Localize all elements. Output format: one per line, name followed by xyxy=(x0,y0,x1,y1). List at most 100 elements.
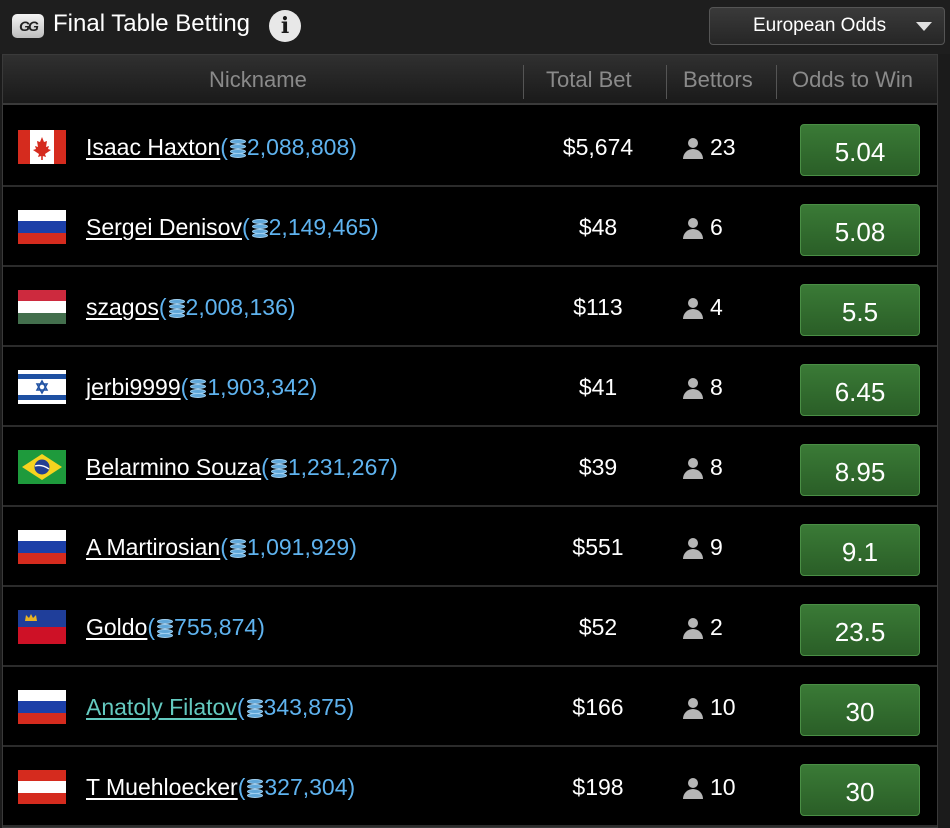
bettors-value: 8 xyxy=(710,374,723,400)
column-nickname[interactable]: Nickname xyxy=(209,67,307,92)
table-header: Nickname Total Bet Bettors Odds to Win xyxy=(3,55,937,105)
chip-count: (327,304) xyxy=(237,774,356,800)
player-name-link[interactable]: Belarmino Souza xyxy=(86,454,262,480)
table-row: Goldo(755,874) $52 2 23.5 xyxy=(3,587,937,667)
chip-count: (343,875) xyxy=(236,694,355,720)
odds-button[interactable]: 5.5 xyxy=(800,284,920,336)
chip-count-value: 343,875 xyxy=(263,694,347,720)
brazil-flag-icon xyxy=(18,450,66,484)
person-icon xyxy=(682,137,704,159)
player-name-link[interactable]: Sergei Denisov xyxy=(86,214,242,240)
total-bet: $52 xyxy=(578,614,618,640)
total-bet: $48 xyxy=(578,214,618,240)
player-name-link[interactable]: Anatoly Filatov xyxy=(86,694,237,720)
chip-count-value: 2,149,465 xyxy=(268,214,371,240)
russia-flag-icon xyxy=(18,210,66,244)
person-icon xyxy=(682,217,704,239)
total-bet: $5,674 xyxy=(562,134,634,160)
table-row: Isaac Haxton(2,088,808) $5,674 23 5.04 xyxy=(3,107,937,187)
total-bet: $41 xyxy=(578,374,618,400)
person-icon xyxy=(682,377,704,399)
chip-count-value: 1,231,267 xyxy=(287,454,391,480)
player-name-link[interactable]: T Muehloecker xyxy=(86,774,238,800)
player-cell: Belarmino Souza(1,231,267) xyxy=(86,454,398,481)
column-odds[interactable]: Odds to Win xyxy=(792,67,914,92)
chip-count-value: 755,874 xyxy=(174,614,258,640)
bettors-value: 2 xyxy=(710,614,723,640)
chip-count: (1,231,267) xyxy=(261,454,398,480)
bettors-count: 2 xyxy=(682,614,723,641)
player-name-link[interactable]: Isaac Haxton xyxy=(86,134,221,160)
russia-flag-icon xyxy=(18,690,66,724)
odds-format-dropdown[interactable]: European Odds xyxy=(709,7,945,45)
table-row: Sergei Denisov(2,149,465) $48 6 5.08 xyxy=(3,187,937,267)
bettors-value: 8 xyxy=(710,454,723,480)
person-icon xyxy=(682,697,704,719)
person-icon xyxy=(682,617,704,639)
odds-button[interactable]: 8.95 xyxy=(800,444,920,496)
bettors-count: 6 xyxy=(682,214,723,241)
chip-count-value: 1,091,929 xyxy=(246,534,350,560)
bettors-count: 10 xyxy=(682,774,736,801)
column-bettors[interactable]: Bettors xyxy=(683,67,753,92)
bettors-value: 23 xyxy=(710,134,736,160)
bettors-count: 9 xyxy=(682,534,723,561)
canada-flag-icon xyxy=(18,130,66,164)
chip-count-value: 1,903,342 xyxy=(207,374,310,400)
odds-button[interactable]: 30 xyxy=(800,764,920,816)
chip-count: (755,874) xyxy=(147,614,265,640)
odds-format-value: European Odds xyxy=(753,15,887,36)
player-cell: jerbi9999(1,903,342) xyxy=(86,374,317,401)
odds-button[interactable]: 30 xyxy=(800,684,920,736)
chip-stack-icon xyxy=(229,538,246,558)
player-name-link[interactable]: Goldo xyxy=(86,614,148,640)
chip-count: (1,903,342) xyxy=(180,374,318,400)
table-row: T Muehloecker(327,304) $198 10 30 xyxy=(3,747,937,827)
player-cell: Goldo(755,874) xyxy=(86,614,265,641)
column-total-bet[interactable]: Total Bet xyxy=(546,67,632,92)
odds-button[interactable]: 5.04 xyxy=(800,124,920,176)
chip-count: (2,008,136) xyxy=(158,294,296,320)
person-icon xyxy=(682,537,704,559)
player-cell: Isaac Haxton(2,088,808) xyxy=(86,134,357,161)
player-cell: Sergei Denisov(2,149,465) xyxy=(86,214,379,241)
player-name-link[interactable]: jerbi9999 xyxy=(86,374,181,400)
odds-button[interactable]: 5.08 xyxy=(800,204,920,256)
total-bet: $113 xyxy=(573,294,623,320)
odds-button[interactable]: 9.1 xyxy=(800,524,920,576)
total-bet: $198 xyxy=(572,774,624,800)
israel-flag-icon xyxy=(18,370,66,404)
chip-stack-icon xyxy=(247,778,264,798)
header: GG Final Table Betting i European Odds xyxy=(0,0,950,54)
bettors-value: 10 xyxy=(710,694,736,720)
total-bet: $39 xyxy=(578,454,618,480)
bettors-value: 9 xyxy=(710,534,723,560)
info-icon[interactable]: i xyxy=(269,10,301,42)
chip-stack-icon xyxy=(168,298,185,318)
bettors-count: 10 xyxy=(682,694,736,721)
table-row: jerbi9999(1,903,342) $41 8 6.45 xyxy=(3,347,937,427)
table-row: Belarmino Souza(1,231,267) $39 8 8.95 xyxy=(3,427,937,507)
chip-count-value: 2,008,136 xyxy=(185,294,288,320)
total-bet: $166 xyxy=(572,694,624,720)
liechtenstein-flag-icon xyxy=(18,610,66,644)
person-icon xyxy=(682,777,704,799)
bettors-value: 10 xyxy=(710,774,736,800)
column-divider xyxy=(523,65,524,99)
chip-stack-icon xyxy=(190,378,207,398)
column-divider xyxy=(666,65,667,99)
chip-count: (2,149,465) xyxy=(241,214,379,240)
gg-logo: GG xyxy=(12,14,44,38)
player-cell: A Martirosian(1,091,929) xyxy=(86,534,357,561)
table-row: A Martirosian(1,091,929) $551 9 9.1 xyxy=(3,507,937,587)
odds-button[interactable]: 23.5 xyxy=(800,604,920,656)
table-body: Isaac Haxton(2,088,808) $5,674 23 5.04 Serge… xyxy=(3,107,937,827)
chip-stack-icon xyxy=(157,618,174,638)
player-name-link[interactable]: szagos xyxy=(86,294,159,320)
player-name-link[interactable]: A Martirosian xyxy=(86,534,221,560)
chip-count: (1,091,929) xyxy=(220,534,357,560)
betting-table: Nickname Total Bet Bettors Odds to Win I… xyxy=(2,54,938,828)
bettors-count: 8 xyxy=(682,454,723,481)
bettors-value: 6 xyxy=(710,214,723,240)
odds-button[interactable]: 6.45 xyxy=(800,364,920,416)
